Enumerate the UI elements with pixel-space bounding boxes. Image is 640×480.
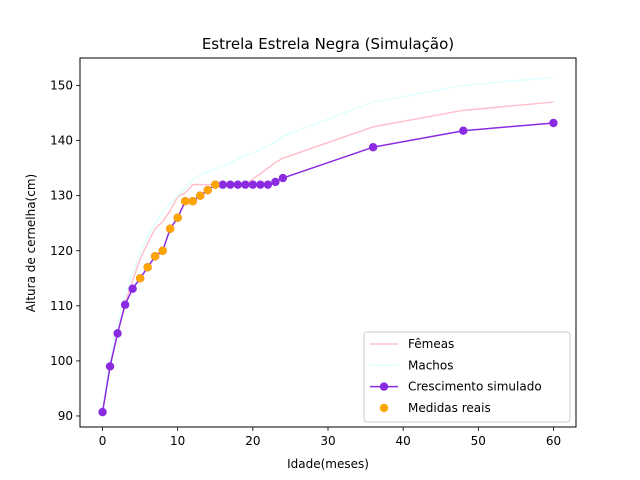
data-point-medidas-reais	[181, 196, 190, 206]
legend-label: Fêmeas	[408, 337, 454, 351]
legend-label: Medidas reais	[408, 401, 491, 415]
y-tick-label: 110	[50, 299, 73, 313]
data-point-crescimento-simulado	[549, 118, 558, 128]
y-tick-label: 150	[50, 79, 73, 93]
x-tick-label: 50	[471, 434, 486, 448]
legend-box	[363, 331, 571, 423]
data-point-crescimento-simulado	[98, 407, 107, 417]
series-line-femeas	[101, 101, 554, 413]
data-point-medidas-reais	[135, 274, 145, 283]
y-tick-label: 140	[50, 134, 73, 148]
data-point-medidas-reais	[211, 180, 220, 189]
x-tick-label: 60	[546, 434, 561, 448]
data-point-crescimento-simulado	[263, 180, 273, 189]
data-point-medidas-reais	[150, 252, 160, 261]
data-point-medidas-reais	[203, 185, 212, 195]
legend-marker	[379, 403, 389, 413]
y-tick-label: 130	[50, 189, 73, 203]
data-point-medidas-reais	[188, 196, 197, 206]
y-tick-label: 90	[58, 409, 73, 423]
data-point-medidas-reais	[143, 263, 152, 272]
y-tick-label: 120	[50, 244, 73, 258]
x-axis-label: Idade(meses)	[287, 457, 369, 471]
data-point-crescimento-simulado	[256, 180, 265, 189]
data-point-crescimento-simulado	[226, 180, 235, 189]
data-point-crescimento-simulado	[271, 177, 280, 187]
data-point-crescimento-simulado	[113, 329, 122, 338]
data-point-crescimento-simulado	[105, 362, 115, 371]
plot-area: 0 10 20 30 40 50 60 90 100 110 120 130 140 150	[50, 57, 577, 448]
data-point-crescimento-simulado	[233, 180, 243, 189]
data-point-crescimento-simulado	[120, 300, 130, 309]
x-tick-label: 10	[170, 434, 185, 448]
legend-marker	[379, 382, 389, 391]
data-point-crescimento-simulado	[248, 180, 258, 189]
data-point-crescimento-simulado	[241, 180, 250, 189]
data-point-medidas-reais	[196, 191, 205, 200]
data-point-medidas-reais	[173, 213, 182, 222]
data-point-crescimento-simulado	[459, 126, 468, 135]
chart-title: Estrela Estrela Negra (Simulação)	[202, 35, 454, 53]
data-point-medidas-reais	[165, 224, 175, 233]
x-tick-label: 20	[245, 434, 260, 448]
legend-label: Crescimento simulado	[408, 380, 542, 394]
legend: Fêmeas Machos Crescimento simulado Medidas …	[363, 331, 571, 423]
x-tick-label: 0	[99, 434, 107, 448]
data-point-crescimento-simulado	[368, 143, 378, 152]
data-point-crescimento-simulado	[278, 173, 288, 183]
data-point-crescimento-simulado	[128, 284, 137, 293]
x-tick-label: 40	[396, 434, 411, 448]
y-axis-label: Altura de cernelha(cm)	[24, 174, 38, 312]
x-tick-label: 30	[320, 434, 335, 448]
data-point-crescimento-simulado	[218, 180, 227, 189]
legend-label: Machos	[408, 358, 454, 372]
data-point-medidas-reais	[158, 246, 167, 255]
series-line-machos	[101, 76, 554, 412]
y-tick-label: 100	[50, 354, 73, 368]
